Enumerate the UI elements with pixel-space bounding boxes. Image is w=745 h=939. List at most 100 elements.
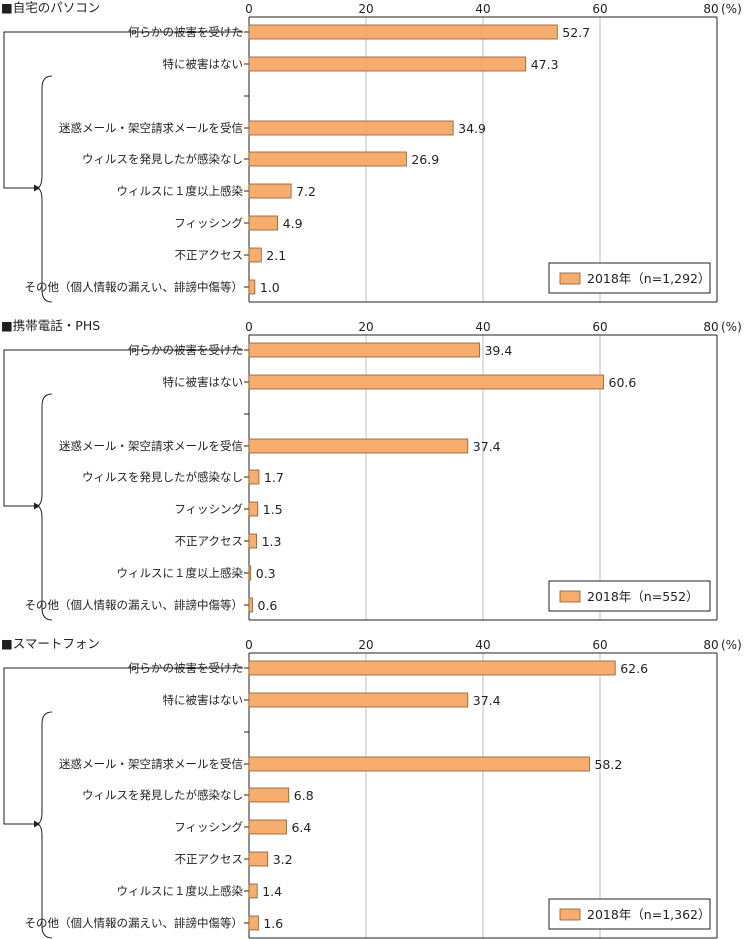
legend-label: 2018年（n=1,362） <box>587 907 711 922</box>
bar <box>248 151 407 167</box>
category-label: フィッシング <box>174 502 243 516</box>
data-label: 3.2 <box>273 852 293 867</box>
bar <box>248 342 480 358</box>
data-label: 60.6 <box>609 375 637 390</box>
x-tick-label: 80 <box>703 2 718 16</box>
data-label: 6.8 <box>294 788 314 803</box>
data-label: 62.6 <box>620 661 648 676</box>
category-label: 不正アクセス <box>175 852 243 866</box>
bracket-connector <box>3 349 243 507</box>
x-unit-label: (%) <box>721 638 742 652</box>
bar <box>248 501 259 517</box>
x-unit-label: (%) <box>721 320 742 334</box>
chart-title: ■携帯電話・PHS <box>1 318 100 333</box>
category-label: 迷惑メール・架空請求メールを受信 <box>59 757 243 771</box>
bar <box>248 533 258 549</box>
category-label: ウィルスを発見したが感染なし <box>82 152 243 166</box>
data-label: 7.2 <box>296 184 316 199</box>
category-label: その他（個人情報の漏えい、誹謗中傷等） <box>25 280 244 294</box>
data-label: 1.7 <box>264 470 284 485</box>
x-tick-label: 60 <box>592 320 607 334</box>
category-label: ウィルスに１度以上感染 <box>117 566 244 580</box>
x-tick-label: 20 <box>358 320 373 334</box>
chart-title: ■スマートフォン <box>1 636 100 651</box>
category-label: 不正アクセス <box>175 248 243 262</box>
bar <box>248 692 469 708</box>
data-label: 52.7 <box>562 25 590 40</box>
bar <box>248 56 527 72</box>
category-label: ウィルスを発見したが感染なし <box>82 470 243 484</box>
chart-panel-3: ■スマートフォン 0 20 40 60 80 (%)何らかの被害を受けた 62.6特に被害はな… <box>1 636 742 939</box>
x-tick-label: 80 <box>703 320 718 334</box>
bar <box>248 787 290 803</box>
data-label: 58.2 <box>594 757 622 772</box>
bar <box>248 819 287 835</box>
x-tick-label: 60 <box>592 638 607 652</box>
x-tick-label: 60 <box>592 2 607 16</box>
bar <box>248 438 469 454</box>
category-label: 迷惑メール・架空請求メールを受信 <box>59 121 243 135</box>
category-label: 特に被害はない <box>163 375 244 389</box>
category-label: フィッシング <box>174 820 243 834</box>
data-label: 6.4 <box>291 820 311 835</box>
data-label: 4.9 <box>283 216 303 231</box>
legend-swatch <box>559 908 581 921</box>
bar <box>248 565 252 581</box>
x-tick-label: 20 <box>358 638 373 652</box>
bracket-connector <box>3 31 243 189</box>
data-label: 1.5 <box>263 502 283 517</box>
bar <box>248 215 279 231</box>
category-label: 不正アクセス <box>175 534 243 548</box>
category-label: ウィルスに１度以上感染 <box>117 184 244 198</box>
x-tick-label: 0 <box>245 2 253 16</box>
legend-label: 2018年（n=552） <box>587 589 699 604</box>
data-label: 2.1 <box>266 248 286 263</box>
legend-box <box>548 580 711 612</box>
data-label: 26.9 <box>411 152 439 167</box>
bar <box>248 279 256 295</box>
category-label: フィッシング <box>174 216 243 230</box>
category-label: その他（個人情報の漏えい、誹謗中傷等） <box>25 598 244 612</box>
bar <box>248 24 558 40</box>
data-label: 0.6 <box>258 598 278 613</box>
x-tick-label: 40 <box>475 320 490 334</box>
legend-swatch <box>559 272 581 285</box>
data-label: 37.4 <box>473 693 501 708</box>
legend-label: 2018年（n=1,292） <box>587 271 711 286</box>
x-unit-label: (%) <box>721 2 742 16</box>
bar <box>248 469 260 485</box>
x-tick-label: 80 <box>703 638 718 652</box>
x-tick-label: 20 <box>358 2 373 16</box>
x-tick-label: 40 <box>475 2 490 16</box>
bar <box>248 851 269 867</box>
bar <box>248 883 258 899</box>
category-label: その他（個人情報の漏えい、誹謗中傷等） <box>25 916 244 930</box>
chart-panel-2: ■携帯電話・PHS 0 20 40 60 80 (%)何らかの被害を受けた 39.4特に被害は… <box>1 318 742 621</box>
bar <box>248 660 616 676</box>
bar <box>248 756 590 772</box>
x-tick-label: 40 <box>475 638 490 652</box>
category-label: 迷惑メール・架空請求メールを受信 <box>59 439 243 453</box>
data-label: 34.9 <box>458 121 486 136</box>
category-label: 特に被害はない <box>163 693 244 707</box>
x-tick-label: 0 <box>245 320 253 334</box>
legend-swatch <box>559 590 581 603</box>
bar <box>248 915 259 931</box>
data-label: 39.4 <box>484 343 512 358</box>
bar <box>248 120 454 136</box>
bar <box>248 374 604 390</box>
bracket-connector <box>3 667 243 825</box>
bar <box>248 597 253 613</box>
category-label: ウィルスに１度以上感染 <box>117 884 244 898</box>
data-label: 1.6 <box>263 916 283 931</box>
category-brace <box>35 75 53 303</box>
chart-title: ■自宅のパソコン <box>1 0 100 15</box>
data-label: 0.3 <box>256 566 276 581</box>
data-label: 1.4 <box>262 884 282 899</box>
category-brace <box>35 711 53 939</box>
data-label: 1.3 <box>262 534 282 549</box>
data-label: 47.3 <box>531 57 559 72</box>
data-label: 37.4 <box>473 439 501 454</box>
category-label: 特に被害はない <box>163 57 244 71</box>
